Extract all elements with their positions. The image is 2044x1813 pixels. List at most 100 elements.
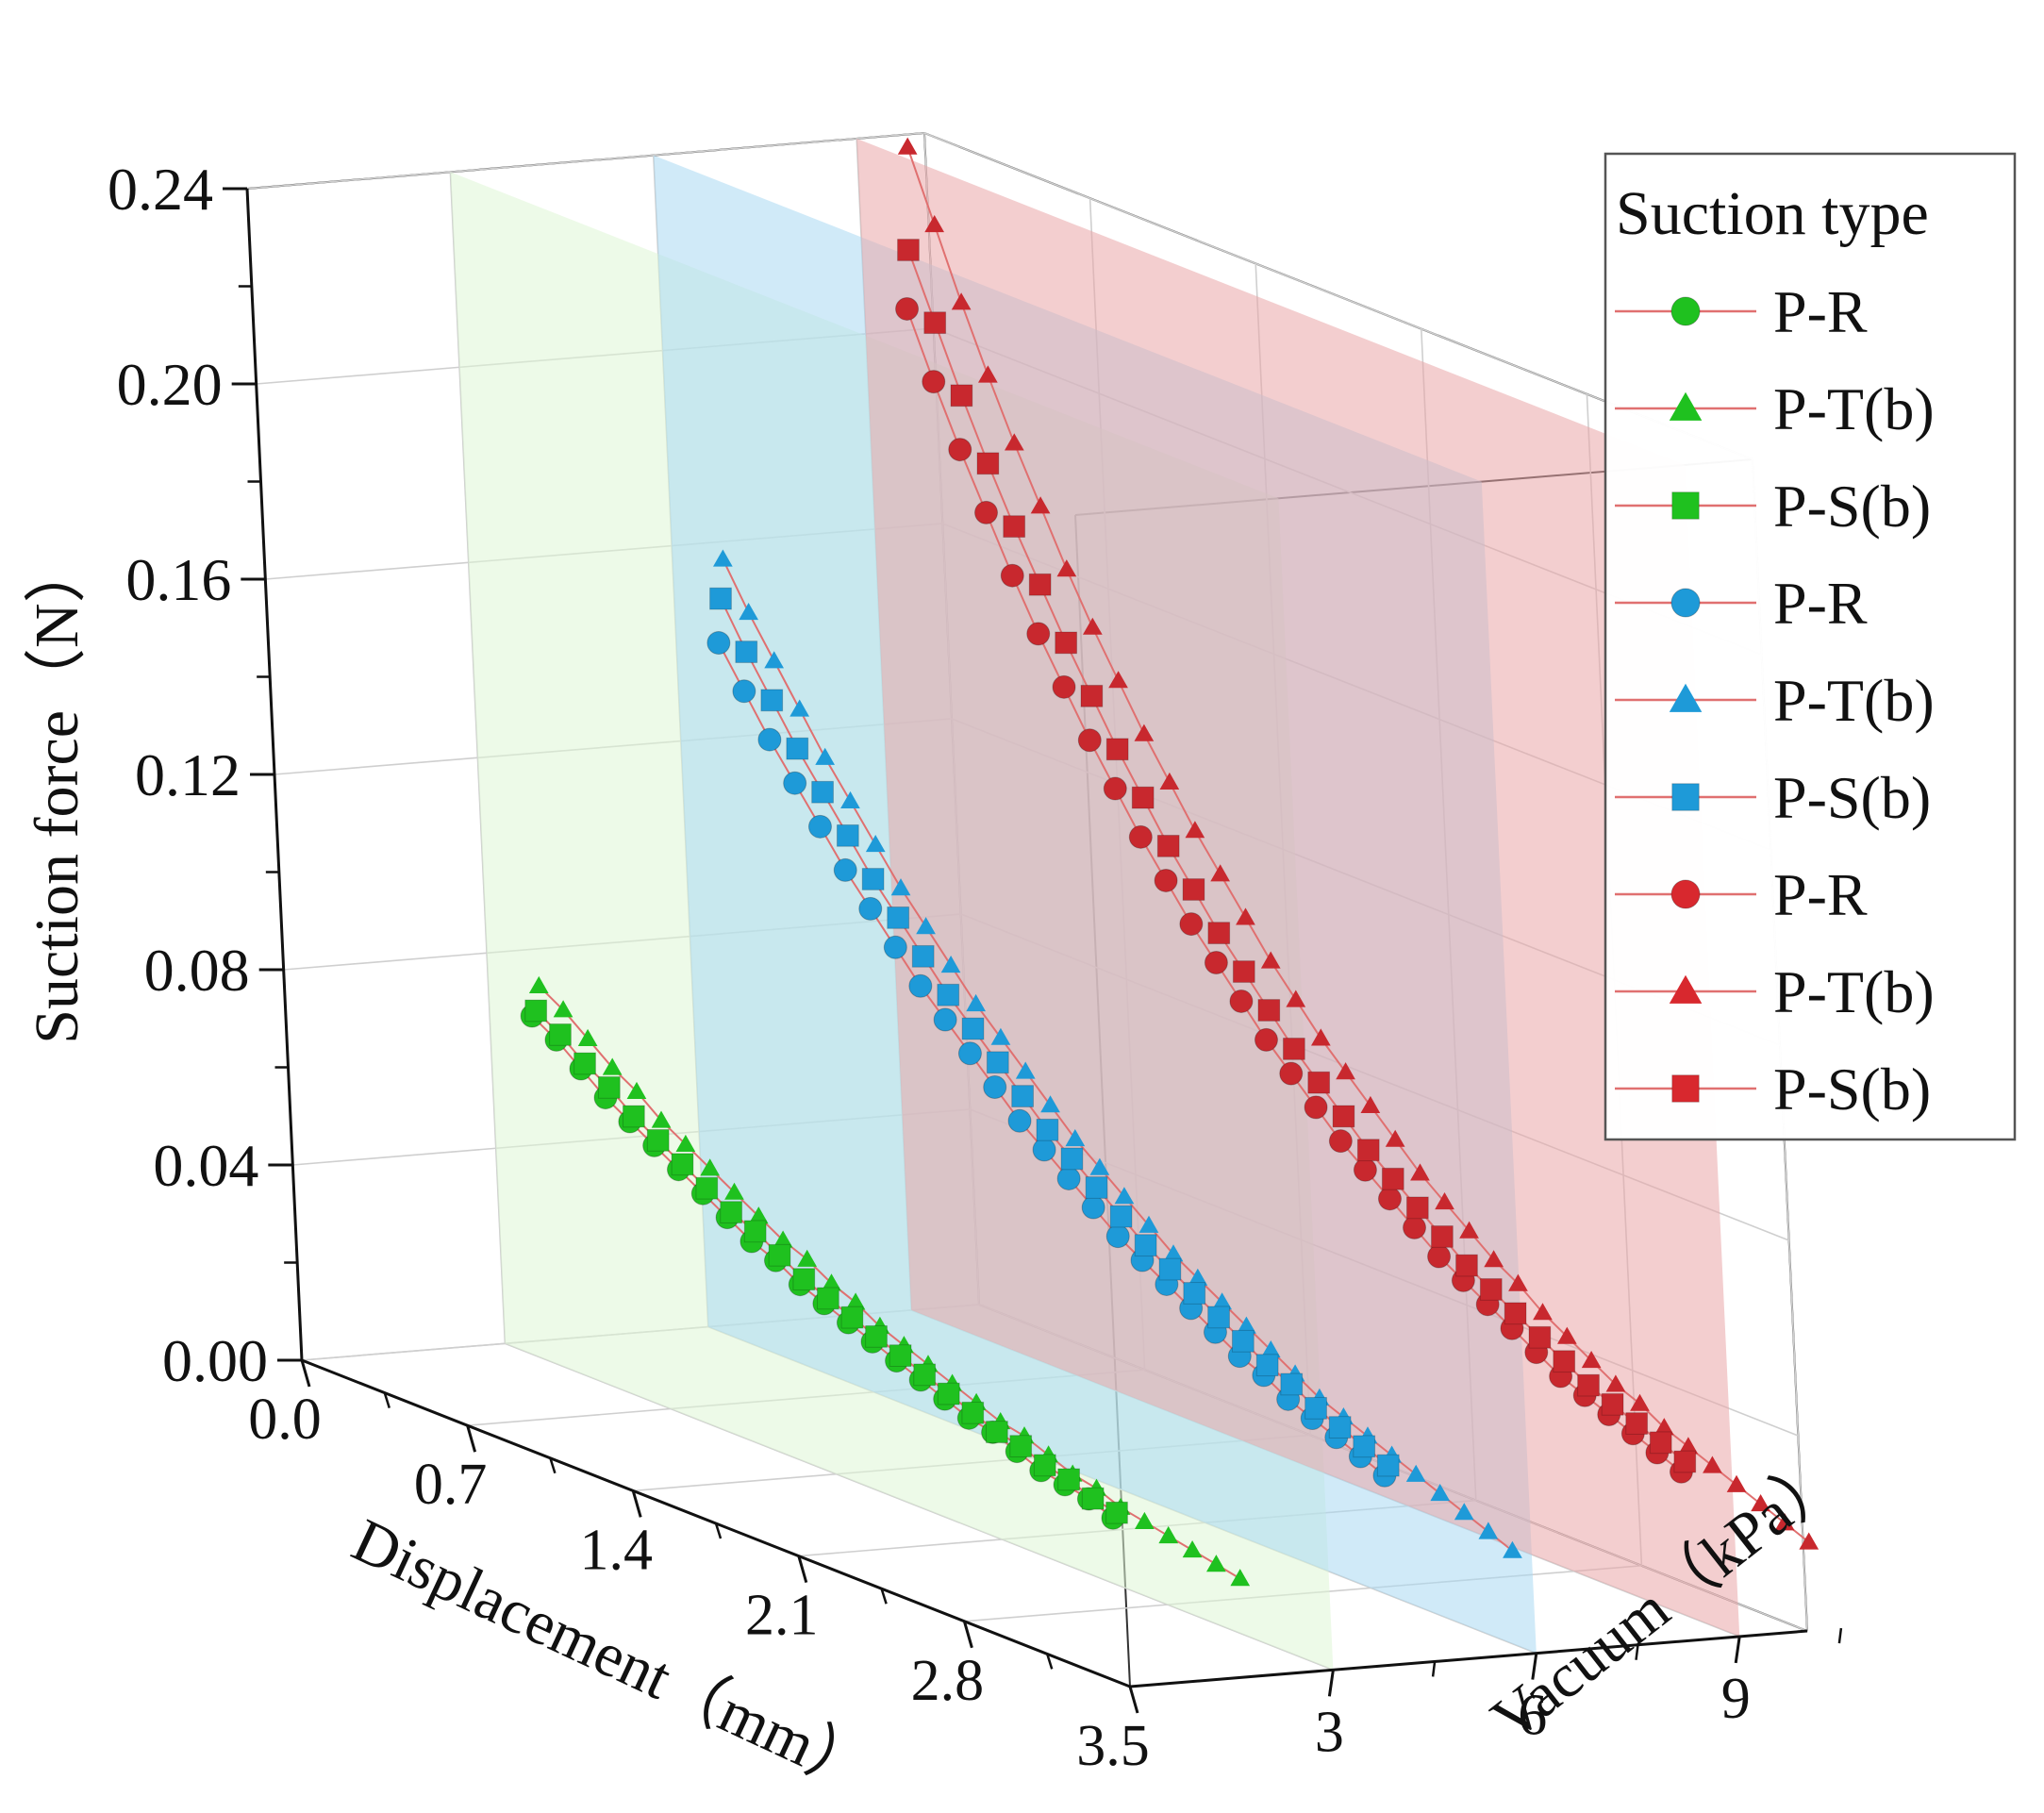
data-point: [797, 1249, 817, 1267]
data-point: [1673, 1450, 1697, 1473]
data-point: [1678, 1437, 1699, 1455]
data-point: [695, 1176, 719, 1200]
x-tick: [1128, 1686, 1139, 1714]
data-point: [966, 993, 986, 1012]
data-point: [1280, 1372, 1304, 1396]
data-point: [1158, 1257, 1182, 1281]
data-point: [1311, 1028, 1331, 1046]
data-point: [883, 935, 907, 959]
x-tick: [797, 1555, 808, 1584]
data-point: [950, 384, 973, 408]
data-point: [961, 1401, 985, 1424]
x-tick: [466, 1424, 477, 1453]
y-minor-tick: [1431, 1661, 1437, 1677]
data-point: [1403, 1215, 1427, 1239]
data-point: [1077, 728, 1102, 753]
data-point: [1154, 868, 1178, 892]
data-point: [743, 1220, 767, 1243]
data-point: [1085, 1176, 1108, 1199]
data-point: [1307, 1071, 1331, 1094]
data-point: [1751, 1494, 1770, 1512]
legend-item: P-S(b): [1615, 1056, 1931, 1123]
data-point: [1009, 1435, 1033, 1458]
data-point: [1356, 1139, 1380, 1162]
legend-item: P-T(b): [1615, 375, 1935, 442]
data-point: [916, 917, 936, 935]
data-point: [549, 1023, 572, 1046]
data-point: [622, 1105, 645, 1128]
data-point: [748, 1206, 769, 1224]
legend-marker: [1671, 491, 1700, 520]
data-point: [1231, 1329, 1255, 1353]
data-point: [1128, 824, 1153, 849]
data-point: [924, 215, 944, 233]
data-point: [1083, 617, 1103, 635]
x-tick-label: 2.1: [745, 1584, 819, 1648]
data-point: [792, 1268, 816, 1291]
data-point: [1625, 1412, 1649, 1435]
data-point: [1353, 1435, 1376, 1458]
data-point: [1282, 1038, 1305, 1060]
data-point: [1109, 1205, 1133, 1228]
data-point: [597, 1075, 621, 1099]
z-tick-label: 0.00: [162, 1327, 268, 1394]
data-point: [807, 814, 832, 839]
legend-item: P-S(b): [1615, 473, 1931, 540]
data-point: [937, 1382, 960, 1405]
data-point: [706, 631, 731, 656]
data-point: [1405, 1464, 1426, 1482]
data-point: [1158, 1525, 1179, 1544]
data-point: [1052, 674, 1076, 699]
y-tick: [1531, 1653, 1538, 1680]
data-point: [1381, 1167, 1404, 1190]
data-point: [913, 1363, 937, 1387]
y-tick-label: 3: [1315, 1700, 1344, 1764]
z-tick-label: 0.20: [117, 351, 223, 418]
data-point: [1484, 1250, 1504, 1268]
data-point: [976, 452, 1000, 475]
data-point: [865, 1324, 888, 1348]
legend-label: P-S(b): [1773, 473, 1931, 540]
legend-marker: [1669, 683, 1703, 712]
data-point: [1454, 1503, 1474, 1521]
data-point: [815, 747, 835, 765]
data-point: [1236, 907, 1255, 925]
data-point: [1060, 1147, 1084, 1171]
data-point: [895, 296, 920, 321]
x-minor-tick: [880, 1588, 888, 1605]
x-tick: [631, 1489, 642, 1518]
data-point: [1114, 1187, 1135, 1205]
data-point: [1204, 951, 1228, 975]
data-point: [1185, 821, 1205, 839]
data-point: [961, 1017, 985, 1040]
data-point: [922, 370, 946, 394]
data-point: [951, 292, 972, 310]
data-point: [1036, 1118, 1059, 1141]
data-point: [1774, 1513, 1795, 1531]
data-point: [1286, 990, 1306, 1007]
data-point: [1533, 1303, 1553, 1321]
data-point: [890, 878, 911, 896]
x-minor-tick: [714, 1522, 723, 1539]
data-point: [1605, 1374, 1626, 1392]
data-point: [1237, 1316, 1256, 1334]
data-point: [783, 771, 807, 795]
data-point: [1182, 1540, 1203, 1558]
data-point: [1179, 912, 1204, 937]
data-point: [983, 1075, 1007, 1100]
vacuum-plane-9kpa: [856, 138, 1740, 1637]
data-point: [1081, 1195, 1105, 1220]
data-point: [1103, 776, 1127, 801]
data-point: [553, 1000, 573, 1018]
legend-label: P-T(b): [1773, 958, 1935, 1025]
x-minor-tick: [549, 1457, 557, 1474]
data-point: [1431, 1225, 1454, 1248]
legend-item: P-R: [1615, 570, 1868, 637]
data-point: [1703, 1455, 1722, 1473]
data-point: [974, 500, 999, 524]
data-point: [1232, 960, 1255, 983]
y-axis-line: [1129, 1629, 1808, 1688]
data-point: [1553, 1350, 1576, 1373]
legend-label: P-T(b): [1773, 667, 1935, 734]
